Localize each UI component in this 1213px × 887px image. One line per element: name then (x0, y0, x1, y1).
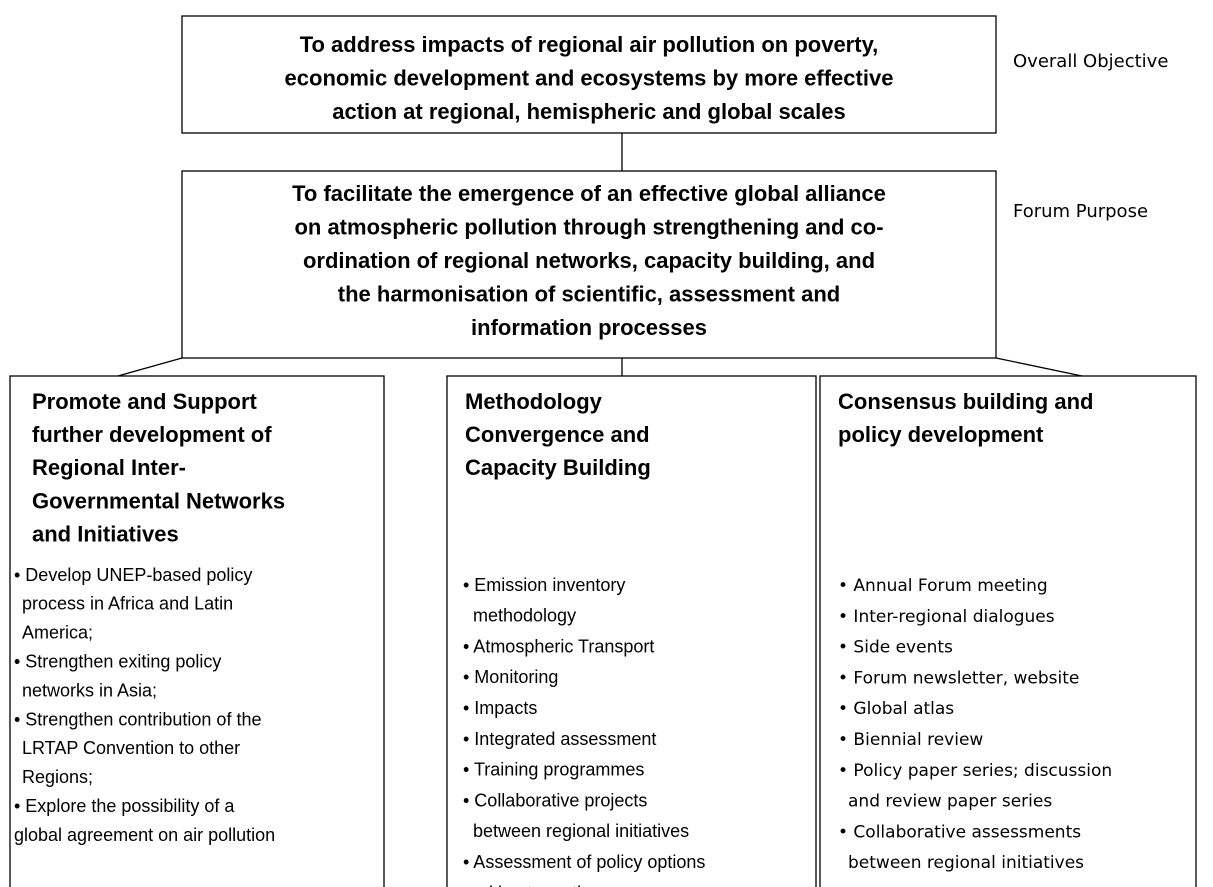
bullet-item: • Global atlas (838, 699, 954, 719)
column-title: Consensus building and (838, 389, 1093, 414)
objective-text: To address impacts of regional air pollu… (300, 32, 879, 57)
bullet-item: • Strengthen contribution of the (14, 709, 261, 729)
column-title: Promote and Support (32, 389, 258, 414)
column-title: Governmental Networks (32, 488, 285, 513)
column-title: Regional Inter- (32, 455, 186, 480)
bullet-item: • Assessment of policy options (463, 852, 705, 872)
bullet-item: America; (22, 623, 93, 643)
connector (995, 357, 1083, 377)
bullet-item: • Biennial review (838, 730, 983, 750)
objective-text: action at regional, hemispheric and glob… (332, 99, 846, 124)
bullet-item: • Develop UNEP-based policy (14, 565, 252, 585)
bullet-item: • Inter-regional dialogues (838, 607, 1055, 627)
bullet-item: • Annual Forum meeting (838, 576, 1048, 596)
bullet-item: networks in Asia; (22, 680, 157, 700)
connector (117, 357, 183, 377)
bullet-item: and best practice (463, 883, 600, 887)
bullet-item: • Integrated assessment (463, 729, 656, 749)
bullet-item: • Atmospheric Transport (463, 636, 654, 656)
column-title: Convergence and (465, 422, 650, 447)
purpose-box (181, 170, 997, 359)
bullet-item: between regional initiatives (848, 853, 1084, 873)
column-title: further development of (32, 422, 272, 447)
bullet-item: between regional initiatives (473, 821, 689, 841)
bullet-item: • Collaborative assessments (838, 822, 1081, 842)
column-title: Capacity Building (465, 455, 651, 480)
bullet-item: process in Africa and Latin (22, 594, 233, 614)
bullet-item: • Training programmes (463, 760, 644, 780)
bullet-item: • Side events (838, 638, 953, 658)
bullet-item: • Forum newsletter, website (838, 668, 1079, 688)
bullet-item: and review paper series (848, 792, 1052, 812)
column-title: and Initiatives (32, 522, 179, 547)
bullet-item: • Monitoring (463, 667, 558, 687)
column-title: policy development (838, 422, 1044, 447)
bullet-item: LRTAP Convention to other (22, 738, 240, 758)
objective-box (181, 15, 997, 134)
bullet-item: • Collaborative projects (463, 790, 647, 810)
bullet-item: • Strengthen exiting policy (14, 651, 221, 671)
bullet-item: • Emission inventory (463, 575, 625, 595)
purpose-text: ordination of regional networks, capacit… (303, 248, 875, 273)
column-box (9, 375, 385, 887)
purpose-text: on atmospheric pollution through strengt… (294, 214, 883, 239)
objective-text: economic development and ecosystems by m… (285, 65, 894, 90)
bullet-item: • Policy paper series; discussion (838, 761, 1112, 781)
bullet-item: Regions; (22, 767, 93, 787)
column-box (446, 375, 817, 887)
bullet-item: global agreement on air pollution (14, 825, 275, 845)
purpose-text: To facilitate the emergence of an effect… (292, 181, 886, 206)
column-title: Methodology (465, 389, 603, 414)
purpose-text: information processes (471, 315, 707, 340)
bullet-item: methodology (473, 606, 576, 626)
bullet-item: • Explore the possibility of a (14, 796, 235, 816)
bullet-item: • Impacts (463, 698, 537, 718)
level-label: Overall Objective (1013, 51, 1168, 72)
purpose-text: the harmonisation of scientific, assessm… (338, 281, 840, 306)
column-box (819, 375, 1197, 887)
level-label: Forum Purpose (1013, 201, 1148, 222)
